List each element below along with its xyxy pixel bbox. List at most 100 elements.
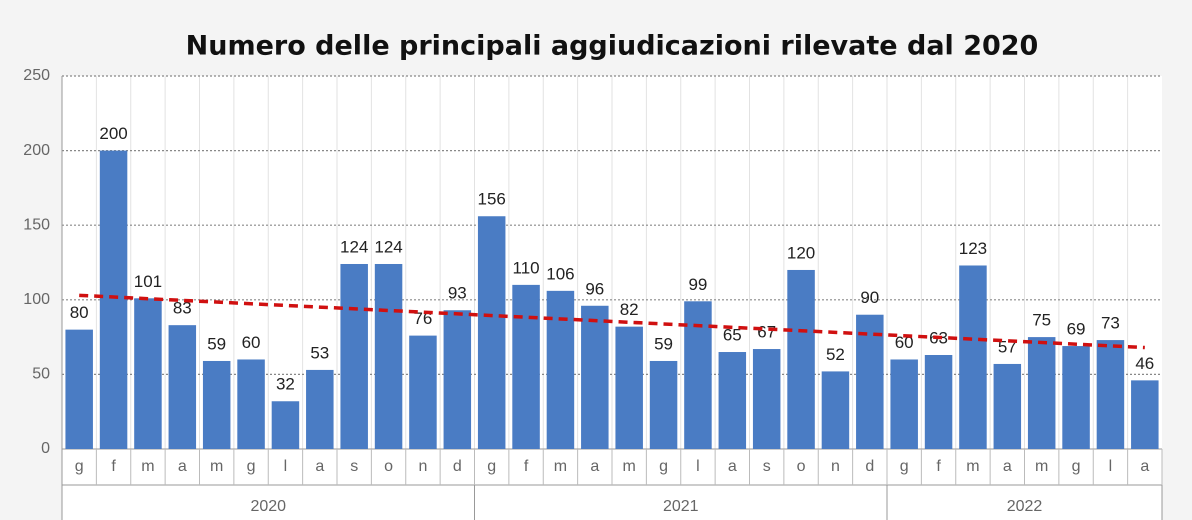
data-label: 60 <box>242 333 261 352</box>
x-tick-label: a <box>1140 458 1149 475</box>
data-label: 69 <box>1067 320 1086 339</box>
y-tick-label: 100 <box>23 291 50 308</box>
bar <box>409 335 437 449</box>
y-tick-label: 250 <box>23 67 50 84</box>
bar <box>1027 337 1056 449</box>
data-label: 82 <box>620 300 639 319</box>
x-tick-label: d <box>865 458 874 475</box>
x-tick-label: a <box>728 458 737 475</box>
x-tick-label: g <box>487 458 496 475</box>
bar <box>134 298 162 449</box>
bar <box>821 371 850 449</box>
bar <box>340 263 368 449</box>
x-tick-label: g <box>247 458 256 475</box>
data-label: 59 <box>654 334 673 353</box>
data-label: 59 <box>207 334 226 353</box>
x-tick-label: m <box>554 458 567 475</box>
x-tick-label: f <box>111 458 116 475</box>
bar <box>615 326 643 449</box>
data-label: 110 <box>513 258 540 277</box>
bar <box>1131 380 1159 449</box>
x-tick-label: l <box>1109 458 1113 475</box>
data-label: 80 <box>70 303 89 322</box>
x-tick-label: m <box>966 458 979 475</box>
x-tick-label: a <box>315 458 324 475</box>
bar <box>993 363 1022 449</box>
data-label: 67 <box>757 323 776 342</box>
bar <box>890 359 918 449</box>
bar <box>374 263 403 449</box>
data-label: 156 <box>478 190 506 209</box>
x-tick-label: l <box>284 458 288 475</box>
bar <box>959 265 987 449</box>
x-tick-label: d <box>453 458 462 475</box>
group-label: 2020 <box>250 498 286 515</box>
x-tick-label: g <box>900 458 909 475</box>
x-tick-label: s <box>350 458 358 475</box>
data-label: 83 <box>173 299 192 318</box>
data-label: 75 <box>1032 311 1051 330</box>
data-label: 96 <box>585 279 604 298</box>
bar <box>1062 346 1090 449</box>
bar <box>306 369 334 449</box>
x-tick-label: m <box>141 458 154 475</box>
y-tick-label: 0 <box>41 440 50 457</box>
data-label: 32 <box>276 375 295 394</box>
bar <box>168 325 197 449</box>
x-tick-label: o <box>384 458 393 475</box>
bar <box>581 305 609 449</box>
x-tick-label: s <box>763 458 771 475</box>
bar <box>237 359 265 449</box>
x-tick-label: n <box>831 458 840 475</box>
data-label: 52 <box>826 345 845 364</box>
data-label: 93 <box>448 284 467 303</box>
bar <box>752 349 781 449</box>
data-label: 123 <box>959 239 987 258</box>
bar <box>924 355 953 449</box>
x-tick-label: a <box>590 458 599 475</box>
bar <box>202 360 231 449</box>
data-label: 73 <box>1101 314 1120 333</box>
x-tick-label: g <box>75 458 84 475</box>
bar <box>443 310 472 449</box>
x-tick-label: n <box>418 458 427 475</box>
data-label: 124 <box>374 237 402 256</box>
group-label: 2021 <box>663 498 699 515</box>
trendline <box>79 293 1145 350</box>
y-tick-label: 50 <box>32 366 50 383</box>
bar <box>512 284 540 449</box>
x-tick-label: f <box>524 458 529 475</box>
data-label: 46 <box>1135 354 1154 373</box>
y-tick-label: 150 <box>23 216 50 233</box>
data-label: 120 <box>787 243 815 262</box>
x-tick-label: f <box>936 458 941 475</box>
x-tick-label: m <box>1035 458 1048 475</box>
bar <box>787 269 815 449</box>
x-tick-label: a <box>178 458 187 475</box>
bar <box>477 216 506 449</box>
x-tick-label: m <box>623 458 636 475</box>
x-tick-label: o <box>797 458 806 475</box>
x-tick-label: m <box>210 458 223 475</box>
data-label: 200 <box>99 124 127 143</box>
chart-title: Numero delle principali aggiudicazioni r… <box>186 31 1039 62</box>
y-tick-label: 200 <box>23 142 50 159</box>
x-tick-label: g <box>1072 458 1081 475</box>
bar <box>65 329 93 449</box>
bar <box>271 401 300 449</box>
bar <box>546 290 575 449</box>
bar <box>1096 340 1125 449</box>
x-tick-label: l <box>696 458 700 475</box>
data-label: 53 <box>310 343 329 362</box>
bar <box>856 314 884 449</box>
group-label: 2022 <box>1007 498 1043 515</box>
data-label: 90 <box>860 288 879 307</box>
bar <box>99 150 128 449</box>
data-label: 65 <box>723 326 742 345</box>
data-label: 124 <box>340 237 368 256</box>
data-label: 99 <box>688 275 707 294</box>
x-tick-label: g <box>659 458 668 475</box>
data-label: 106 <box>546 264 574 283</box>
bar <box>649 360 678 449</box>
